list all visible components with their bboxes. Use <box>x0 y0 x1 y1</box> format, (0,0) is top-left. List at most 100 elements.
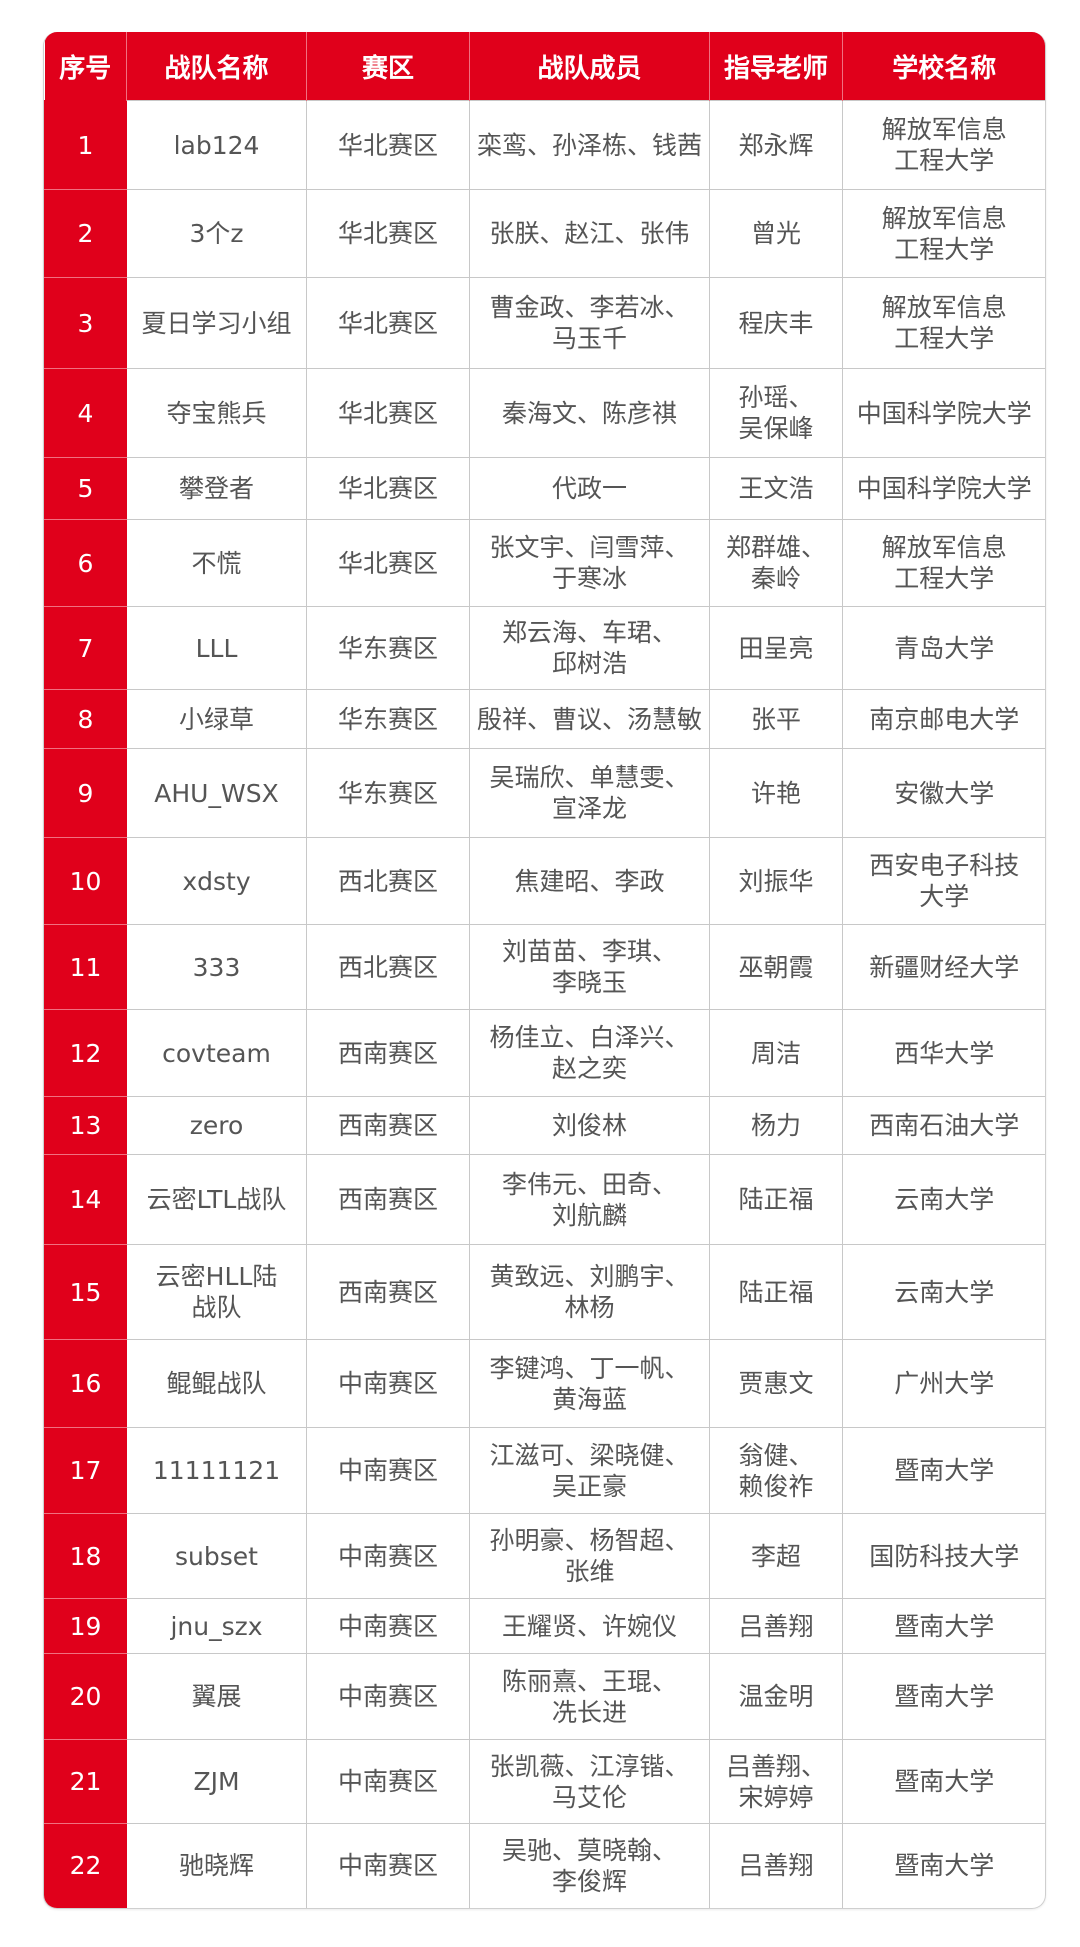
table-row: 3 夏日学习小组 华北赛区 曹金政、李若冰、 马玉千 程庆丰 解放军信息 工程大学 <box>44 277 1045 369</box>
cell-school: 云南大学 <box>842 1244 1045 1340</box>
table-row: 14 云密LTL战队 西南赛区 李伟元、田奇、 刘航麟 陆正福 云南大学 <box>44 1154 1045 1245</box>
cell-members: 张文宇、闫雪萍、 于寒冰 <box>469 519 710 607</box>
table-row: 13 zero 西南赛区 刘俊林 杨力 西南石油大学 <box>44 1096 1045 1155</box>
cell-advisor: 郑群雄、 秦岭 <box>709 519 843 607</box>
cell-advisor: 田呈亮 <box>709 606 843 690</box>
cell-region: 西南赛区 <box>306 1154 470 1245</box>
cell-region: 华北赛区 <box>306 519 470 607</box>
table-row: 21 ZJM 中南赛区 张凯薇、江淳锴、 马艾伦 吕善翔、 宋婷婷 暨南大学 <box>44 1739 1045 1824</box>
cell-team-name: AHU_WSX <box>126 748 307 838</box>
header-index: 序号 <box>44 32 127 101</box>
cell-advisor: 翁健、 赖俊祚 <box>709 1427 843 1514</box>
cell-team-name: 鲲鲲战队 <box>126 1339 307 1428</box>
table-row: 2 3个z 华北赛区 张朕、赵江、张伟 曾光 解放军信息 工程大学 <box>44 189 1045 278</box>
cell-team-name: 夏日学习小组 <box>126 277 307 369</box>
table-row: 12 covteam 西南赛区 杨佳立、白泽兴、 赵之奕 周洁 西华大学 <box>44 1009 1045 1097</box>
cell-advisor: 陆正福 <box>709 1154 843 1245</box>
cell-index: 2 <box>44 189 127 278</box>
header-school: 学校名称 <box>842 32 1045 101</box>
cell-region: 华东赛区 <box>306 689 470 749</box>
cell-index: 15 <box>44 1244 127 1340</box>
table-row: 9 AHU_WSX 华东赛区 吴瑞欣、单慧雯、 宣泽龙 许艳 安徽大学 <box>44 748 1045 838</box>
cell-school: 暨南大学 <box>842 1739 1045 1824</box>
cell-index: 11 <box>44 924 127 1010</box>
cell-school: 解放军信息 工程大学 <box>842 189 1045 278</box>
cell-index: 10 <box>44 837 127 925</box>
cell-team-name: 不慌 <box>126 519 307 607</box>
table-row: 22 驰晓辉 中南赛区 吴驰、莫晓翰、 李俊辉 吕善翔 暨南大学 <box>44 1823 1045 1908</box>
cell-members: 杨佳立、白泽兴、 赵之奕 <box>469 1009 710 1097</box>
cell-team-name: 驰晓辉 <box>126 1823 307 1908</box>
cell-members: 秦海文、陈彦祺 <box>469 368 710 458</box>
cell-members: 刘苗苗、李琪、 李晓玉 <box>469 924 710 1010</box>
cell-team-name: 云密HLL陆 战队 <box>126 1244 307 1340</box>
cell-region: 中南赛区 <box>306 1339 470 1428</box>
cell-index: 6 <box>44 519 127 607</box>
cell-team-name: 11111121 <box>126 1427 307 1514</box>
cell-team-name: lab124 <box>126 100 307 190</box>
cell-members: 焦建昭、李政 <box>469 837 710 925</box>
cell-school: 解放军信息 工程大学 <box>842 100 1045 190</box>
table-row: 4 夺宝熊兵 华北赛区 秦海文、陈彦祺 孙瑶、 吴保峰 中国科学院大学 <box>44 368 1045 458</box>
cell-index: 7 <box>44 606 127 690</box>
cell-members: 吴瑞欣、单慧雯、 宣泽龙 <box>469 748 710 838</box>
cell-members: 李伟元、田奇、 刘航麟 <box>469 1154 710 1245</box>
cell-region: 西南赛区 <box>306 1244 470 1340</box>
cell-region: 华北赛区 <box>306 100 470 190</box>
cell-school: 暨南大学 <box>842 1653 1045 1740</box>
cell-index: 21 <box>44 1739 127 1824</box>
cell-region: 中南赛区 <box>306 1427 470 1514</box>
cell-school: 西安电子科技 大学 <box>842 837 1045 925</box>
table-row: 1 lab124 华北赛区 栾鸾、孙泽栋、钱茜 郑永辉 解放军信息 工程大学 <box>44 100 1045 190</box>
cell-school: 国防科技大学 <box>842 1513 1045 1599</box>
cell-index: 12 <box>44 1009 127 1097</box>
cell-school: 暨南大学 <box>842 1823 1045 1908</box>
cell-school: 新疆财经大学 <box>842 924 1045 1010</box>
cell-region: 华北赛区 <box>306 368 470 458</box>
cell-advisor: 周洁 <box>709 1009 843 1097</box>
cell-members: 刘俊林 <box>469 1096 710 1155</box>
cell-index: 18 <box>44 1513 127 1599</box>
cell-members: 李键鸿、丁一帆、 黄海蓝 <box>469 1339 710 1428</box>
cell-index: 17 <box>44 1427 127 1514</box>
cell-region: 中南赛区 <box>306 1598 470 1654</box>
cell-index: 20 <box>44 1653 127 1740</box>
team-list-table: 序号 战队名称 赛区 战队成员 指导老师 学校名称 1 lab124 华北赛区 栾鸾、… <box>44 32 1045 1908</box>
cell-advisor: 吕善翔、 宋婷婷 <box>709 1739 843 1824</box>
cell-advisor: 程庆丰 <box>709 277 843 369</box>
cell-school: 安徽大学 <box>842 748 1045 838</box>
cell-school: 中国科学院大学 <box>842 457 1045 520</box>
cell-advisor: 陆正福 <box>709 1244 843 1340</box>
table-row: 20 翼展 中南赛区 陈丽熹、王琨、 冼长进 温金明 暨南大学 <box>44 1653 1045 1740</box>
cell-school: 青岛大学 <box>842 606 1045 690</box>
cell-school: 西南石油大学 <box>842 1096 1045 1155</box>
header-advisor: 指导老师 <box>709 32 843 101</box>
cell-team-name: 攀登者 <box>126 457 307 520</box>
cell-index: 4 <box>44 368 127 458</box>
header-team-name: 战队名称 <box>126 32 307 101</box>
cell-school: 云南大学 <box>842 1154 1045 1245</box>
cell-members: 王耀贤、许婉仪 <box>469 1598 710 1654</box>
cell-region: 华北赛区 <box>306 277 470 369</box>
cell-region: 中南赛区 <box>306 1653 470 1740</box>
cell-region: 华东赛区 <box>306 606 470 690</box>
cell-region: 中南赛区 <box>306 1823 470 1908</box>
cell-advisor: 吕善翔 <box>709 1598 843 1654</box>
cell-advisor: 巫朝霞 <box>709 924 843 1010</box>
cell-members: 陈丽熹、王琨、 冼长进 <box>469 1653 710 1740</box>
cell-members: 孙明豪、杨智超、 张维 <box>469 1513 710 1599</box>
cell-members: 张凯薇、江淳锴、 马艾伦 <box>469 1739 710 1824</box>
cell-advisor: 张平 <box>709 689 843 749</box>
cell-region: 华北赛区 <box>306 457 470 520</box>
cell-team-name: jnu_szx <box>126 1598 307 1654</box>
header-members: 战队成员 <box>469 32 710 101</box>
cell-team-name: LLL <box>126 606 307 690</box>
cell-members: 殷祥、曹议、汤慧敏 <box>469 689 710 749</box>
cell-members: 江滋可、梁晓健、 吴正豪 <box>469 1427 710 1514</box>
cell-advisor: 王文浩 <box>709 457 843 520</box>
cell-school: 广州大学 <box>842 1339 1045 1428</box>
cell-region: 西北赛区 <box>306 924 470 1010</box>
cell-region: 华东赛区 <box>306 748 470 838</box>
cell-team-name: ZJM <box>126 1739 307 1824</box>
cell-members: 曹金政、李若冰、 马玉千 <box>469 277 710 369</box>
